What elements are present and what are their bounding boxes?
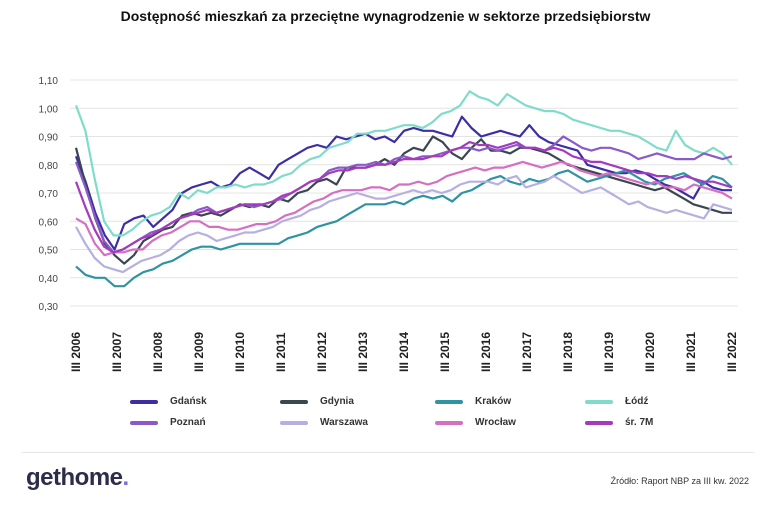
y-tick-label: 0,80 [39,161,59,172]
y-tick-label: 0,50 [39,246,59,257]
x-tick-label: III 2007 [110,332,124,372]
x-tick-label: III 2017 [520,332,534,372]
footer-divider [22,452,754,453]
legend-label: Wrocław [475,417,516,428]
legend-item: Poznań [130,417,206,428]
legend-item: Łódź [585,396,648,407]
x-tick-label: III 2014 [397,332,411,372]
legend-swatch [130,399,158,404]
series-line-warszawa [75,175,733,274]
gethome-logo[interactable]: gethome. [26,464,129,492]
x-tick-label: III 2009 [192,332,206,372]
legend-item: Gdynia [280,396,354,407]
legend-item: śr. 7M [585,417,653,428]
y-tick-label: 0,70 [39,189,59,200]
series-line-wrocław [75,160,733,257]
legend-label: Poznań [170,417,206,428]
series-line-łódź [74,90,733,237]
legend-label: śr. 7M [625,417,654,428]
y-tick-label: 0,90 [39,133,59,144]
y-tick-label: 0,40 [39,274,59,285]
series-line-kraków [75,169,733,288]
legend-swatch [435,420,463,425]
legend-label: Gdańsk [170,396,207,407]
x-tick-label: III 2020 [643,332,657,372]
legend-label: Warszawa [320,417,368,428]
x-tick-label: III 2022 [725,332,739,372]
legend-label: Gdynia [320,396,354,407]
x-tick-label: III 2008 [151,332,165,372]
legend-item: Wrocław [435,417,516,428]
line-chart: 0,30 0,40 0,50 0,60 0,70 0,80 0,90 1,00 1,10 III … [39,76,739,372]
x-tick-label: III 2019 [602,332,616,372]
brand-name: gethome [26,464,123,491]
x-tick-label: III 2016 [479,332,493,372]
legend-label: Kraków [475,396,512,407]
source-note: Źródło: Raport NBP za III kw. 2022 [610,476,749,486]
y-tick-label: 1,00 [39,104,59,115]
x-tick-label: III 2011 [274,332,288,372]
series-line-śr-7m [74,141,733,254]
x-tick-label: III 2015 [438,332,452,372]
legend-swatch [435,399,463,404]
legend-swatch [280,399,308,404]
x-tick-label: III 2006 [69,332,83,372]
x-tick-label: III 2012 [315,332,329,372]
x-tick-label: III 2018 [561,332,575,372]
legend-item: Warszawa [280,417,368,428]
legend-swatch [585,399,613,404]
y-tick-label: 0,30 [39,302,59,313]
legend-swatch [280,420,308,425]
legend-item: Gdańsk [130,396,207,407]
legend-item: Kraków [435,396,511,407]
y-tick-label: 1,10 [39,76,59,87]
x-tick-label: III 2010 [233,332,247,372]
brand-dot: . [122,464,130,491]
x-tick-label: III 2013 [356,332,370,372]
legend-swatch [585,420,613,425]
series-line-gdańsk [74,115,732,251]
x-tick-label: III 2021 [684,332,698,372]
legend-label: Łódź [625,396,649,407]
chart-title: Dostępność mieszkań za przeciętne wynagr… [120,8,651,24]
y-tick-label: 0,60 [39,217,59,228]
series-line-gdynia [74,135,732,265]
legend-swatch [130,420,158,425]
